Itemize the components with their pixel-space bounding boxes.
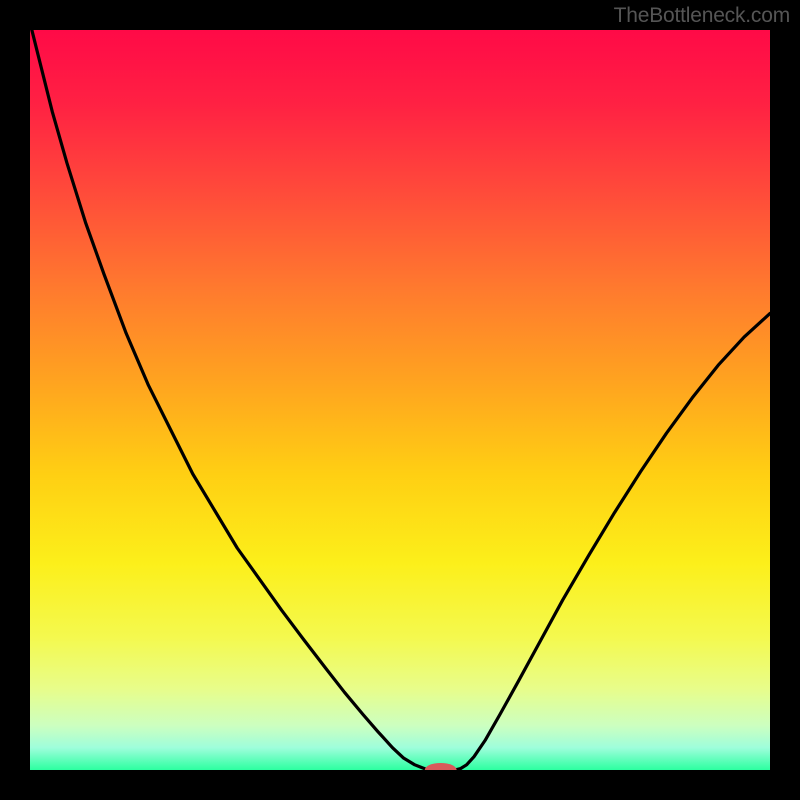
watermark-text: TheBottleneck.com	[614, 4, 790, 28]
plot-background	[30, 30, 770, 770]
optimal-marker	[425, 763, 457, 777]
chart-container: TheBottleneck.com	[0, 0, 800, 800]
bottleneck-chart	[0, 0, 800, 800]
